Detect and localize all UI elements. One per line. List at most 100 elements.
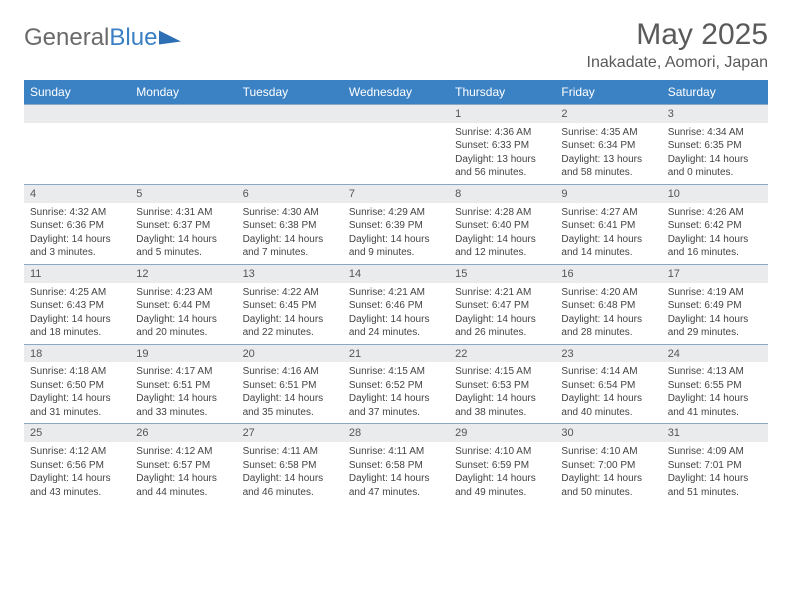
weekday-header: Friday <box>555 80 661 105</box>
sunrise-text: Sunrise: 4:15 AM <box>349 365 443 379</box>
day-cell <box>130 123 236 185</box>
daylight-text: Daylight: 14 hours <box>668 313 762 327</box>
day-cell: Sunrise: 4:09 AMSunset: 7:01 PMDaylight:… <box>662 442 768 503</box>
daylight-text: and 46 minutes. <box>243 486 337 500</box>
day-number: 18 <box>24 344 130 362</box>
daylight-text: and 7 minutes. <box>243 246 337 260</box>
daylight-text: Daylight: 14 hours <box>455 313 549 327</box>
daylight-text: and 31 minutes. <box>30 406 124 420</box>
day-number: 7 <box>343 184 449 202</box>
sunrise-text: Sunrise: 4:10 AM <box>455 445 549 459</box>
sunset-text: Sunset: 6:34 PM <box>561 139 655 153</box>
sunrise-text: Sunrise: 4:29 AM <box>349 206 443 220</box>
sunset-text: Sunset: 6:36 PM <box>30 219 124 233</box>
calendar-table: Sunday Monday Tuesday Wednesday Thursday… <box>24 80 768 503</box>
daylight-text: Daylight: 14 hours <box>243 313 337 327</box>
sunset-text: Sunset: 6:39 PM <box>349 219 443 233</box>
daylight-text: and 58 minutes. <box>561 166 655 180</box>
day-cell: Sunrise: 4:12 AMSunset: 6:56 PMDaylight:… <box>24 442 130 503</box>
sunset-text: Sunset: 6:55 PM <box>668 379 762 393</box>
day-number <box>24 105 130 123</box>
daylight-text: Daylight: 14 hours <box>561 313 655 327</box>
day-number: 4 <box>24 184 130 202</box>
daylight-text: and 47 minutes. <box>349 486 443 500</box>
sunset-text: Sunset: 6:46 PM <box>349 299 443 313</box>
sunset-text: Sunset: 6:47 PM <box>455 299 549 313</box>
sunrise-text: Sunrise: 4:30 AM <box>243 206 337 220</box>
daylight-text: Daylight: 14 hours <box>455 472 549 486</box>
daylight-text: Daylight: 14 hours <box>349 392 443 406</box>
daylight-text: and 12 minutes. <box>455 246 549 260</box>
day-cell: Sunrise: 4:21 AMSunset: 6:47 PMDaylight:… <box>449 283 555 345</box>
sunset-text: Sunset: 6:59 PM <box>455 459 549 473</box>
sunset-text: Sunset: 6:49 PM <box>668 299 762 313</box>
month-title: May 2025 <box>587 18 768 52</box>
sunset-text: Sunset: 6:42 PM <box>668 219 762 233</box>
daylight-text: Daylight: 14 hours <box>668 233 762 247</box>
sunset-text: Sunset: 6:56 PM <box>30 459 124 473</box>
calendar-body: 123Sunrise: 4:36 AMSunset: 6:33 PMDaylig… <box>24 105 768 504</box>
sunrise-text: Sunrise: 4:18 AM <box>30 365 124 379</box>
day-number-row: 11121314151617 <box>24 264 768 282</box>
day-cell: Sunrise: 4:15 AMSunset: 6:52 PMDaylight:… <box>343 362 449 424</box>
day-cell: Sunrise: 4:18 AMSunset: 6:50 PMDaylight:… <box>24 362 130 424</box>
sunrise-text: Sunrise: 4:35 AM <box>561 126 655 140</box>
sunrise-text: Sunrise: 4:22 AM <box>243 286 337 300</box>
day-cell: Sunrise: 4:14 AMSunset: 6:54 PMDaylight:… <box>555 362 661 424</box>
daylight-text: and 20 minutes. <box>136 326 230 340</box>
daylight-text: Daylight: 14 hours <box>30 233 124 247</box>
sunrise-text: Sunrise: 4:21 AM <box>455 286 549 300</box>
daylight-text: Daylight: 14 hours <box>668 472 762 486</box>
day-body-row: Sunrise: 4:25 AMSunset: 6:43 PMDaylight:… <box>24 283 768 345</box>
sunset-text: Sunset: 6:51 PM <box>243 379 337 393</box>
daylight-text: and 56 minutes. <box>455 166 549 180</box>
day-number: 3 <box>662 105 768 123</box>
daylight-text: and 9 minutes. <box>349 246 443 260</box>
sunrise-text: Sunrise: 4:15 AM <box>455 365 549 379</box>
sunrise-text: Sunrise: 4:26 AM <box>668 206 762 220</box>
daylight-text: and 49 minutes. <box>455 486 549 500</box>
day-cell: Sunrise: 4:22 AMSunset: 6:45 PMDaylight:… <box>237 283 343 345</box>
daylight-text: and 16 minutes. <box>668 246 762 260</box>
day-number: 10 <box>662 184 768 202</box>
day-cell: Sunrise: 4:28 AMSunset: 6:40 PMDaylight:… <box>449 203 555 265</box>
sunset-text: Sunset: 6:43 PM <box>30 299 124 313</box>
day-cell: Sunrise: 4:31 AMSunset: 6:37 PMDaylight:… <box>130 203 236 265</box>
sunrise-text: Sunrise: 4:14 AM <box>561 365 655 379</box>
day-cell <box>343 123 449 185</box>
sunrise-text: Sunrise: 4:34 AM <box>668 126 762 140</box>
daylight-text: Daylight: 14 hours <box>30 472 124 486</box>
day-cell: Sunrise: 4:17 AMSunset: 6:51 PMDaylight:… <box>130 362 236 424</box>
day-cell: Sunrise: 4:20 AMSunset: 6:48 PMDaylight:… <box>555 283 661 345</box>
day-number: 16 <box>555 264 661 282</box>
sunrise-text: Sunrise: 4:36 AM <box>455 126 549 140</box>
day-number: 21 <box>343 344 449 362</box>
sunset-text: Sunset: 6:53 PM <box>455 379 549 393</box>
brand-triangle-icon <box>159 27 181 44</box>
daylight-text: Daylight: 14 hours <box>668 153 762 167</box>
daylight-text: Daylight: 14 hours <box>136 233 230 247</box>
brand-part2: Blue <box>109 24 157 52</box>
day-cell: Sunrise: 4:34 AMSunset: 6:35 PMDaylight:… <box>662 123 768 185</box>
daylight-text: and 43 minutes. <box>30 486 124 500</box>
weekday-header: Tuesday <box>237 80 343 105</box>
day-cell: Sunrise: 4:35 AMSunset: 6:34 PMDaylight:… <box>555 123 661 185</box>
day-number: 31 <box>662 424 768 442</box>
daylight-text: Daylight: 14 hours <box>30 313 124 327</box>
sunset-text: Sunset: 7:00 PM <box>561 459 655 473</box>
day-cell: Sunrise: 4:32 AMSunset: 6:36 PMDaylight:… <box>24 203 130 265</box>
sunrise-text: Sunrise: 4:09 AM <box>668 445 762 459</box>
day-cell <box>237 123 343 185</box>
day-number: 13 <box>237 264 343 282</box>
daylight-text: and 41 minutes. <box>668 406 762 420</box>
daylight-text: Daylight: 14 hours <box>136 313 230 327</box>
sunrise-text: Sunrise: 4:16 AM <box>243 365 337 379</box>
sunset-text: Sunset: 6:54 PM <box>561 379 655 393</box>
sunset-text: Sunset: 7:01 PM <box>668 459 762 473</box>
day-number: 20 <box>237 344 343 362</box>
day-number-row: 25262728293031 <box>24 424 768 442</box>
sunset-text: Sunset: 6:40 PM <box>455 219 549 233</box>
sunrise-text: Sunrise: 4:12 AM <box>30 445 124 459</box>
daylight-text: and 33 minutes. <box>136 406 230 420</box>
daylight-text: and 29 minutes. <box>668 326 762 340</box>
